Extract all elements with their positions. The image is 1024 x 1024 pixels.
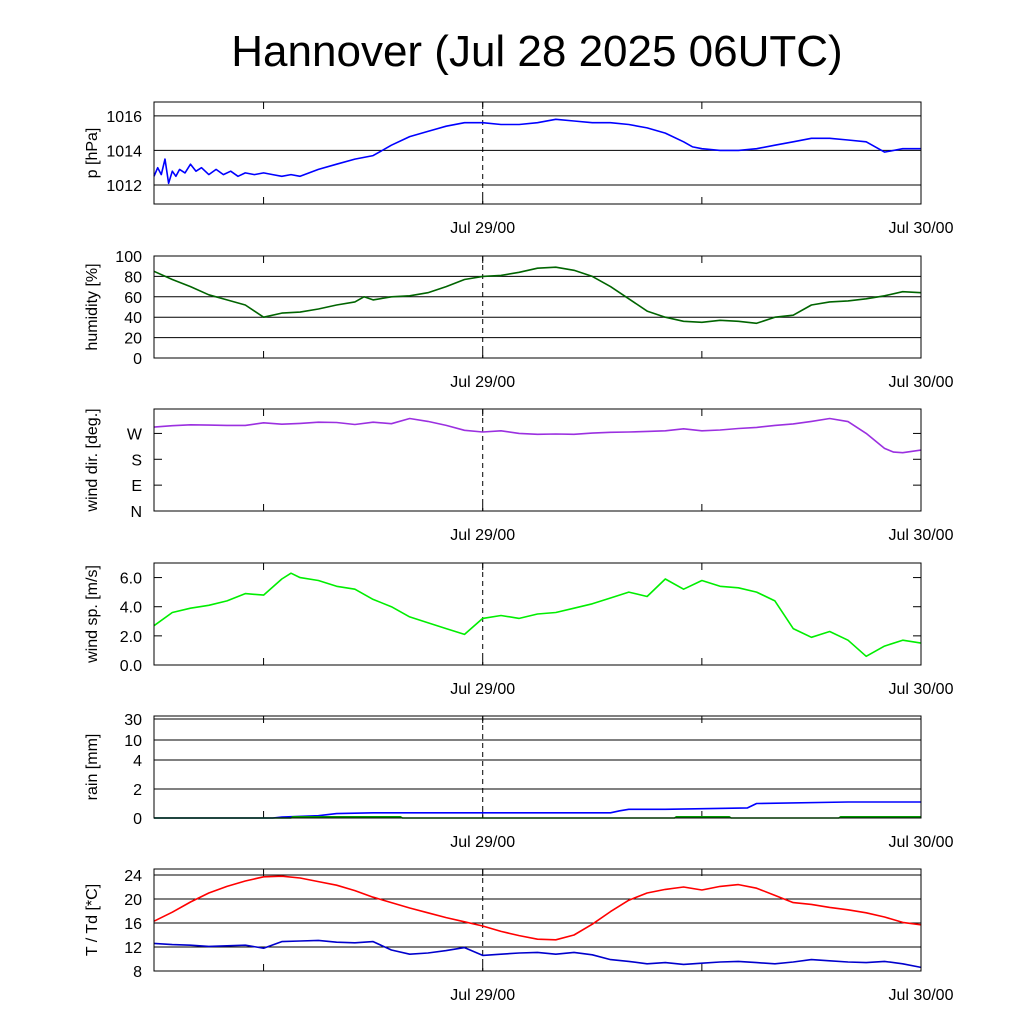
x-tick-label: Jul 29/00 [450,681,515,698]
x-tick-label: Jul 29/00 [450,987,515,1004]
x-tick-label: Jul 29/00 [450,374,515,391]
x-tick-label: Jul 30/00 [889,527,954,544]
y-tick-label: N [130,504,142,521]
y-axis-label: wind dir. [deg.] [84,408,101,512]
x-tick-label: Jul 29/00 [450,220,515,237]
series-line-1 [153,939,922,969]
y-tick-label: 24 [124,868,142,885]
chart-title: Hannover (Jul 28 2025 06UTC) [231,27,842,76]
y-tick-label: 1014 [106,143,142,160]
panel-frame [153,868,922,972]
y-tick-label: 2 [133,782,142,799]
y-tick-label: 4 [133,753,142,770]
y-tick-label: 0.0 [120,658,142,675]
panel-4: 0 2 4 10 30 rain [mm] Jul 29/00 Jul 30/00 [84,712,954,851]
x-tick-label: Jul 30/00 [889,374,954,391]
y-axis-label: T / Td [*C] [84,884,101,956]
panel-5: 8 12 16 20 24 T / Td [*C] Jul 29/00 Jul 30/00 [84,868,954,1004]
panel-1: 0 20 40 60 80 100 humidity [%] Jul 29/00 Jul 30/… [84,249,954,391]
y-axis-label: p [hPa] [84,128,101,179]
series-line-0 [153,266,922,325]
y-tick-label: S [131,452,142,469]
x-tick-label: Jul 30/00 [889,220,954,237]
x-tick-label: Jul 30/00 [889,987,954,1004]
panel-frame [153,562,922,666]
y-tick-label: 40 [124,310,142,327]
y-axis-label: humidity [%] [84,263,101,350]
y-tick-label: 6.0 [120,571,142,588]
y-tick-label: 0 [133,351,142,368]
series-line-0 [153,572,922,658]
y-tick-label: 16 [124,916,142,933]
y-axis-label: rain [mm] [84,734,101,801]
y-tick-label: 20 [124,331,142,348]
panel-frame [153,101,922,205]
y-tick-label: 0 [133,811,142,828]
y-tick-label: 2.0 [120,629,142,646]
x-tick-label: Jul 30/00 [889,681,954,698]
y-tick-label: 100 [115,249,142,266]
y-tick-label: 60 [124,290,142,307]
y-tick-label: W [127,426,143,443]
series-line-0 [153,417,922,454]
series-line-0 [154,801,921,819]
x-tick-label: Jul 29/00 [450,527,515,544]
panel-3: 0.0 2.0 4.0 6.0 wind sp. [m/s] Jul 29/00 Jul 3… [84,562,954,698]
y-tick-label: 12 [124,940,142,957]
y-tick-label: 8 [133,964,142,981]
y-tick-label: 30 [124,712,142,729]
y-tick-label: 10 [124,733,142,750]
y-tick-label: 20 [124,892,142,909]
y-tick-label: 4.0 [120,600,142,617]
panel-frame [153,715,922,819]
y-tick-label: 1012 [106,178,142,195]
series-line-0 [153,875,922,941]
panel-frame [153,255,922,359]
x-tick-label: Jul 30/00 [889,834,954,851]
y-tick-label: E [131,478,142,495]
panel-0: 1012 1014 1016 p [hPa] Jul 29/00 Jul 30/00 [84,101,954,237]
panel-frame [153,408,922,512]
x-tick-label: Jul 29/00 [450,834,515,851]
y-tick-label: 80 [124,269,142,286]
y-tick-label: 1016 [106,109,142,126]
y-axis-label: wind sp. [m/s] [84,565,101,664]
series-line-0 [153,118,921,185]
